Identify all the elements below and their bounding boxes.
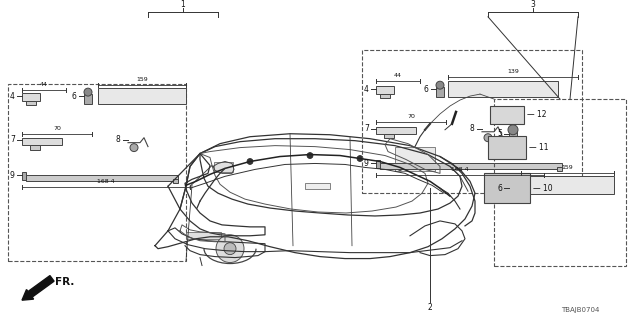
Text: 7: 7: [10, 135, 15, 144]
Bar: [380, 94, 390, 98]
Bar: [362, 50, 582, 193]
Circle shape: [247, 158, 253, 164]
Bar: [173, 179, 178, 183]
Text: 6: 6: [424, 85, 429, 94]
Text: — 10: — 10: [533, 184, 552, 193]
Bar: [8, 84, 186, 260]
Text: 70: 70: [407, 114, 415, 119]
Text: 168 4: 168 4: [97, 179, 115, 184]
Circle shape: [509, 177, 517, 185]
Circle shape: [216, 235, 244, 262]
Bar: [509, 131, 517, 139]
Circle shape: [357, 156, 363, 162]
Text: 9: 9: [10, 171, 15, 180]
Bar: [22, 93, 40, 101]
Text: 3: 3: [531, 0, 536, 10]
Bar: [436, 87, 444, 97]
Circle shape: [397, 164, 403, 170]
Bar: [448, 81, 558, 97]
Text: 6: 6: [497, 184, 502, 193]
Text: 44: 44: [40, 82, 48, 87]
Text: 70: 70: [53, 126, 61, 131]
Bar: [484, 173, 530, 203]
Bar: [84, 94, 92, 104]
Bar: [30, 145, 40, 149]
Text: — 11: — 11: [529, 143, 548, 152]
Text: 8: 8: [116, 135, 121, 144]
Circle shape: [484, 134, 492, 142]
Bar: [305, 183, 330, 189]
Bar: [214, 163, 233, 172]
Bar: [376, 127, 416, 134]
Bar: [376, 161, 380, 168]
Text: 6: 6: [72, 92, 77, 100]
Text: — 12: — 12: [527, 110, 547, 119]
Bar: [384, 134, 394, 138]
Bar: [22, 138, 62, 145]
Bar: [186, 232, 221, 239]
Bar: [488, 136, 526, 159]
Bar: [380, 164, 562, 169]
Text: 168 4: 168 4: [451, 167, 469, 172]
Bar: [521, 176, 614, 194]
Text: 139: 139: [507, 69, 519, 74]
Circle shape: [84, 88, 92, 96]
Circle shape: [130, 144, 138, 152]
Text: 1: 1: [180, 0, 186, 10]
Bar: [509, 183, 517, 193]
Text: 7: 7: [364, 124, 369, 133]
Text: 5: 5: [497, 129, 502, 138]
Bar: [26, 175, 178, 181]
FancyArrow shape: [22, 276, 54, 300]
Text: 159: 159: [562, 165, 573, 170]
Circle shape: [436, 81, 444, 89]
Text: 8: 8: [470, 124, 475, 133]
Text: 4: 4: [10, 92, 15, 100]
Text: 9: 9: [364, 159, 369, 168]
Text: TBAJB0704: TBAJB0704: [561, 307, 599, 313]
Bar: [26, 101, 36, 105]
Circle shape: [307, 153, 313, 158]
Circle shape: [508, 125, 518, 135]
Bar: [395, 147, 435, 172]
Bar: [557, 167, 562, 172]
Text: 2: 2: [428, 303, 433, 312]
Text: 44: 44: [394, 73, 402, 78]
Bar: [22, 172, 26, 180]
Text: FR.: FR.: [55, 277, 74, 287]
Circle shape: [224, 243, 236, 255]
Bar: [490, 106, 524, 124]
Bar: [98, 88, 186, 104]
Bar: [376, 86, 394, 94]
Bar: [494, 99, 626, 266]
Text: 159: 159: [136, 77, 148, 82]
Text: 4: 4: [364, 85, 369, 94]
